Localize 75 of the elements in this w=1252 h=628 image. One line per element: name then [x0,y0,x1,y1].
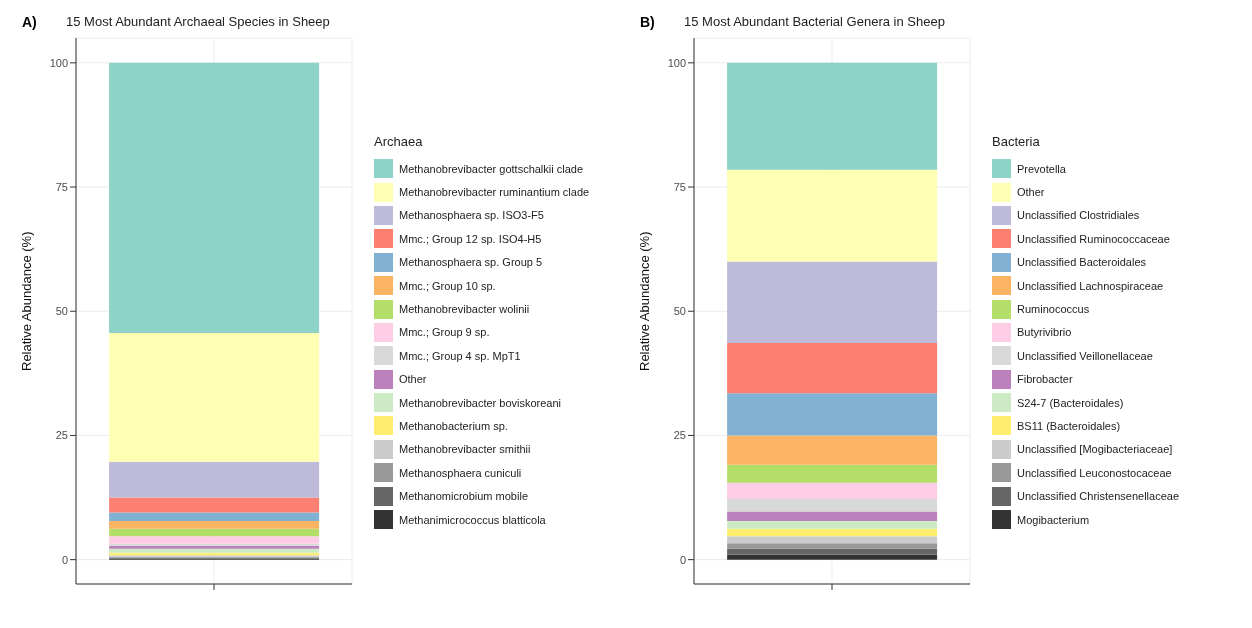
legend-title: Archaea [374,134,424,149]
legend-label: Methanosphaera sp. Group 5 [399,256,543,269]
bar [727,536,938,544]
legend-label: Methanobrevibacter wolinii [399,303,530,316]
bar [727,548,938,555]
text: B) [640,14,655,30]
bar [109,333,320,462]
y-tick-label: 75 [673,180,686,193]
bar [727,464,938,483]
bar [727,169,938,262]
legend-label: Fibrobacter [1017,373,1073,386]
bar [727,543,938,549]
bar [109,461,320,498]
bar [727,520,938,529]
bar [109,62,320,334]
y-tick-label: 0 [61,553,68,566]
y-axis-title: Relative Abundance (%) [636,231,652,371]
bar [727,62,938,170]
chart-title: 15 Most Abundant Bacterial Genera in Sheep [684,14,945,29]
legend-label: Unclassified [Mogibacteriaceae] [1017,443,1173,456]
legend-label: Mmc.; Group 12 sp. ISO4-H5 [399,232,542,245]
legend-label: Other [399,373,427,386]
bar [727,261,938,344]
legend-label: BS11 (Bacteroidales) [1017,419,1121,432]
bar [727,393,938,436]
legend-label: Unclassified Ruminococcaceae [1017,232,1170,245]
y-tick-label: 0 [679,553,686,566]
y-tick-label: 100 [49,56,68,69]
legend-label: Mmc.; Group 4 sp. MpT1 [399,349,521,362]
legend-label: Methanomicrobium mobile [399,490,528,503]
bar [109,512,320,521]
legend-label: Methanobrevibacter gottschalkii clade [399,162,584,175]
legend-label: Unclassified Bacteroidales [1017,256,1147,269]
y-tick-label: 75 [55,180,68,193]
bar [727,528,938,537]
legend-label: Mogibacterium [1017,513,1090,526]
y-tick-label: 100 [667,56,686,69]
chart-title: 15 Most Abundant Archaeal Species in Sheep [66,14,330,29]
y-tick-label: 50 [673,305,686,318]
legend-title: Bacteria [992,134,1041,149]
legend-label: Methanobrevibacter ruminantium clade [399,186,590,199]
legend-label: Unclassified Leuconostocaceae [1017,466,1172,479]
bar [109,536,320,544]
legend-label: Methanobrevibacter boviskoreani [399,396,562,409]
legend-label: Unclassified Lachnospiraceae [1017,279,1164,292]
legend-label: Methanobacterium sp. [399,419,508,432]
bar [727,343,938,394]
legend-label: Methanobrevibacter smithii [399,443,531,456]
legend-label: Mmc.; Group 10 sp. [399,279,496,292]
bar [727,511,938,521]
legend-label: Methanosphaera cuniculi [399,466,522,479]
y-tick-label: 50 [55,305,68,318]
y-tick-label: 25 [55,429,68,442]
bar [109,497,320,513]
legend-label: Mmc.; Group 9 sp. [399,326,490,339]
y-tick-label: 25 [673,429,686,442]
bar [727,554,938,560]
legend-label: Unclassified Veillonellaceae [1017,349,1153,362]
legend-label: S24-7 (Bacteroidales) [1017,396,1124,409]
legend-label: Other [1017,186,1045,199]
bar [727,499,938,512]
y-axis-title: Relative Abundance (%) [18,231,34,371]
legend-label: Ruminococcus [1017,303,1090,316]
legend-label: Methanimicrococcus blatticola [399,513,546,526]
bar [727,435,938,465]
bar [109,528,320,537]
bar [109,520,320,529]
legend-label: Prevotella [1017,162,1066,175]
text: A) [22,14,37,30]
legend-label: Unclassified Clostridiales [1017,209,1140,222]
bar [109,548,320,553]
legend-label: Unclassified Christensenellaceae [1017,490,1180,503]
bar [727,482,938,500]
legend-label: Methanosphaera sp. ISO3-F5 [399,209,544,222]
legend-label: Butyrivibrio [1017,326,1072,339]
